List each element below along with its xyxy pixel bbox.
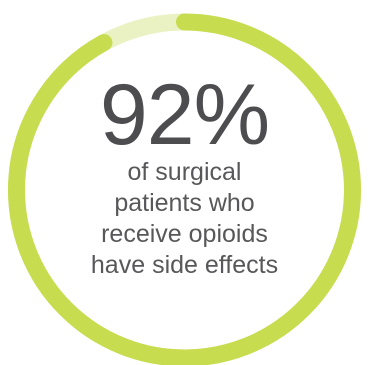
caption-line: of surgical (127, 158, 242, 186)
stat-caption: of surgical patients who receive opioids… (0, 157, 369, 281)
stat-value: 92% (99, 67, 270, 163)
ring-progress-arc (8, 13, 361, 365)
caption-line: receive opioids (101, 220, 268, 248)
caption-line: have side effects (90, 251, 279, 279)
caption-line: patients who (114, 189, 255, 217)
